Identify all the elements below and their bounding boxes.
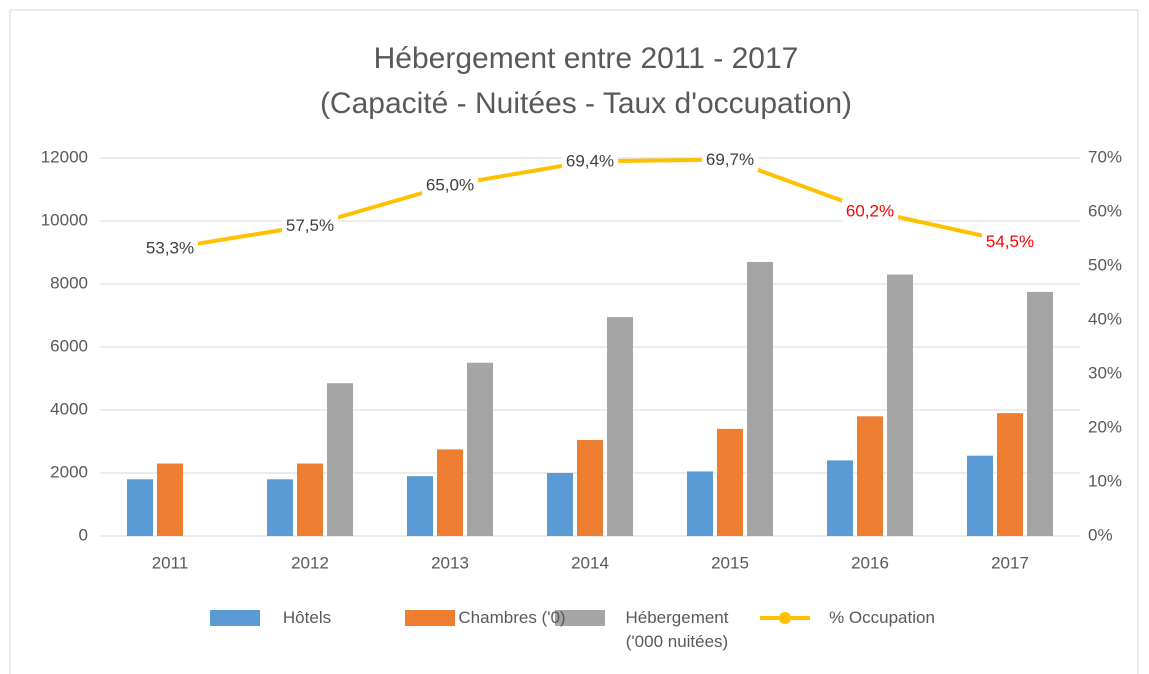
x-tick-label: 2016 bbox=[851, 553, 889, 572]
bar bbox=[687, 471, 713, 536]
x-tick-label: 2012 bbox=[291, 553, 329, 572]
bar bbox=[607, 317, 633, 536]
y-tick-label: 6000 bbox=[50, 336, 88, 355]
legend-label: % Occupation bbox=[829, 608, 935, 627]
y-tick-label: 2000 bbox=[50, 462, 88, 481]
y2-tick-label: 10% bbox=[1088, 471, 1122, 490]
data-label-bg bbox=[981, 230, 1039, 254]
bar bbox=[327, 383, 353, 536]
x-tick-label: 2017 bbox=[991, 553, 1029, 572]
data-label: 60,2% bbox=[846, 201, 894, 220]
chart-subtitle: (Capacité - Nuitées - Taux d'occupation) bbox=[320, 87, 852, 120]
data-label-bg bbox=[141, 236, 199, 260]
data-label: 53,3% bbox=[146, 239, 194, 258]
y-tick-label: 10000 bbox=[41, 210, 88, 229]
y-tick-label: 4000 bbox=[50, 399, 88, 418]
y-tick-label: 8000 bbox=[50, 273, 88, 292]
data-label-bg bbox=[281, 213, 339, 237]
bar bbox=[887, 274, 913, 536]
bar bbox=[127, 479, 153, 536]
data-label-bg bbox=[561, 149, 619, 173]
legend-swatch bbox=[555, 610, 605, 626]
bar bbox=[437, 449, 463, 536]
bar bbox=[267, 479, 293, 536]
chart-title: Hébergement entre 2011 - 2017 bbox=[374, 42, 799, 75]
data-label: 54,5% bbox=[986, 232, 1034, 251]
legend-label: Hébergement ('000 nuitées) bbox=[625, 608, 729, 651]
bar bbox=[967, 455, 993, 536]
legend-swatch bbox=[405, 610, 455, 626]
data-label: 69,4% bbox=[566, 152, 614, 171]
data-label-bg bbox=[701, 148, 759, 172]
x-tick-label: 2015 bbox=[711, 553, 749, 572]
y-tick-label: 0 bbox=[79, 525, 88, 544]
bar bbox=[857, 416, 883, 536]
legend-label: Hôtels bbox=[282, 608, 332, 627]
legend-swatch bbox=[210, 610, 260, 626]
x-tick-label: 2013 bbox=[431, 553, 469, 572]
y2-tick-label: 70% bbox=[1088, 147, 1122, 166]
y2-tick-label: 50% bbox=[1088, 255, 1122, 274]
bar bbox=[997, 413, 1023, 536]
y-tick-label: 12000 bbox=[41, 147, 88, 166]
bar bbox=[547, 473, 573, 536]
data-label: 57,5% bbox=[286, 216, 334, 235]
data-label-bg bbox=[841, 199, 899, 223]
bar bbox=[297, 463, 323, 536]
y2-tick-label: 20% bbox=[1088, 417, 1122, 436]
y2-tick-label: 0% bbox=[1088, 525, 1113, 544]
x-tick-label: 2014 bbox=[571, 553, 609, 572]
bar bbox=[157, 463, 183, 536]
data-label: 65,0% bbox=[426, 175, 474, 194]
bar bbox=[717, 428, 743, 536]
x-tick-label: 2011 bbox=[152, 553, 189, 572]
data-label-bg bbox=[421, 173, 479, 197]
bar bbox=[1027, 291, 1053, 536]
bar bbox=[827, 460, 853, 536]
bar bbox=[577, 439, 603, 536]
y2-tick-label: 30% bbox=[1088, 363, 1122, 382]
y2-tick-label: 60% bbox=[1088, 201, 1122, 220]
legend-marker bbox=[779, 612, 791, 624]
bar bbox=[467, 362, 493, 536]
y2-tick-label: 40% bbox=[1088, 309, 1122, 328]
data-label: 69,7% bbox=[706, 150, 754, 169]
bar bbox=[747, 261, 773, 536]
legend-label: Chambres ('0) bbox=[458, 608, 566, 627]
bar bbox=[407, 476, 433, 536]
